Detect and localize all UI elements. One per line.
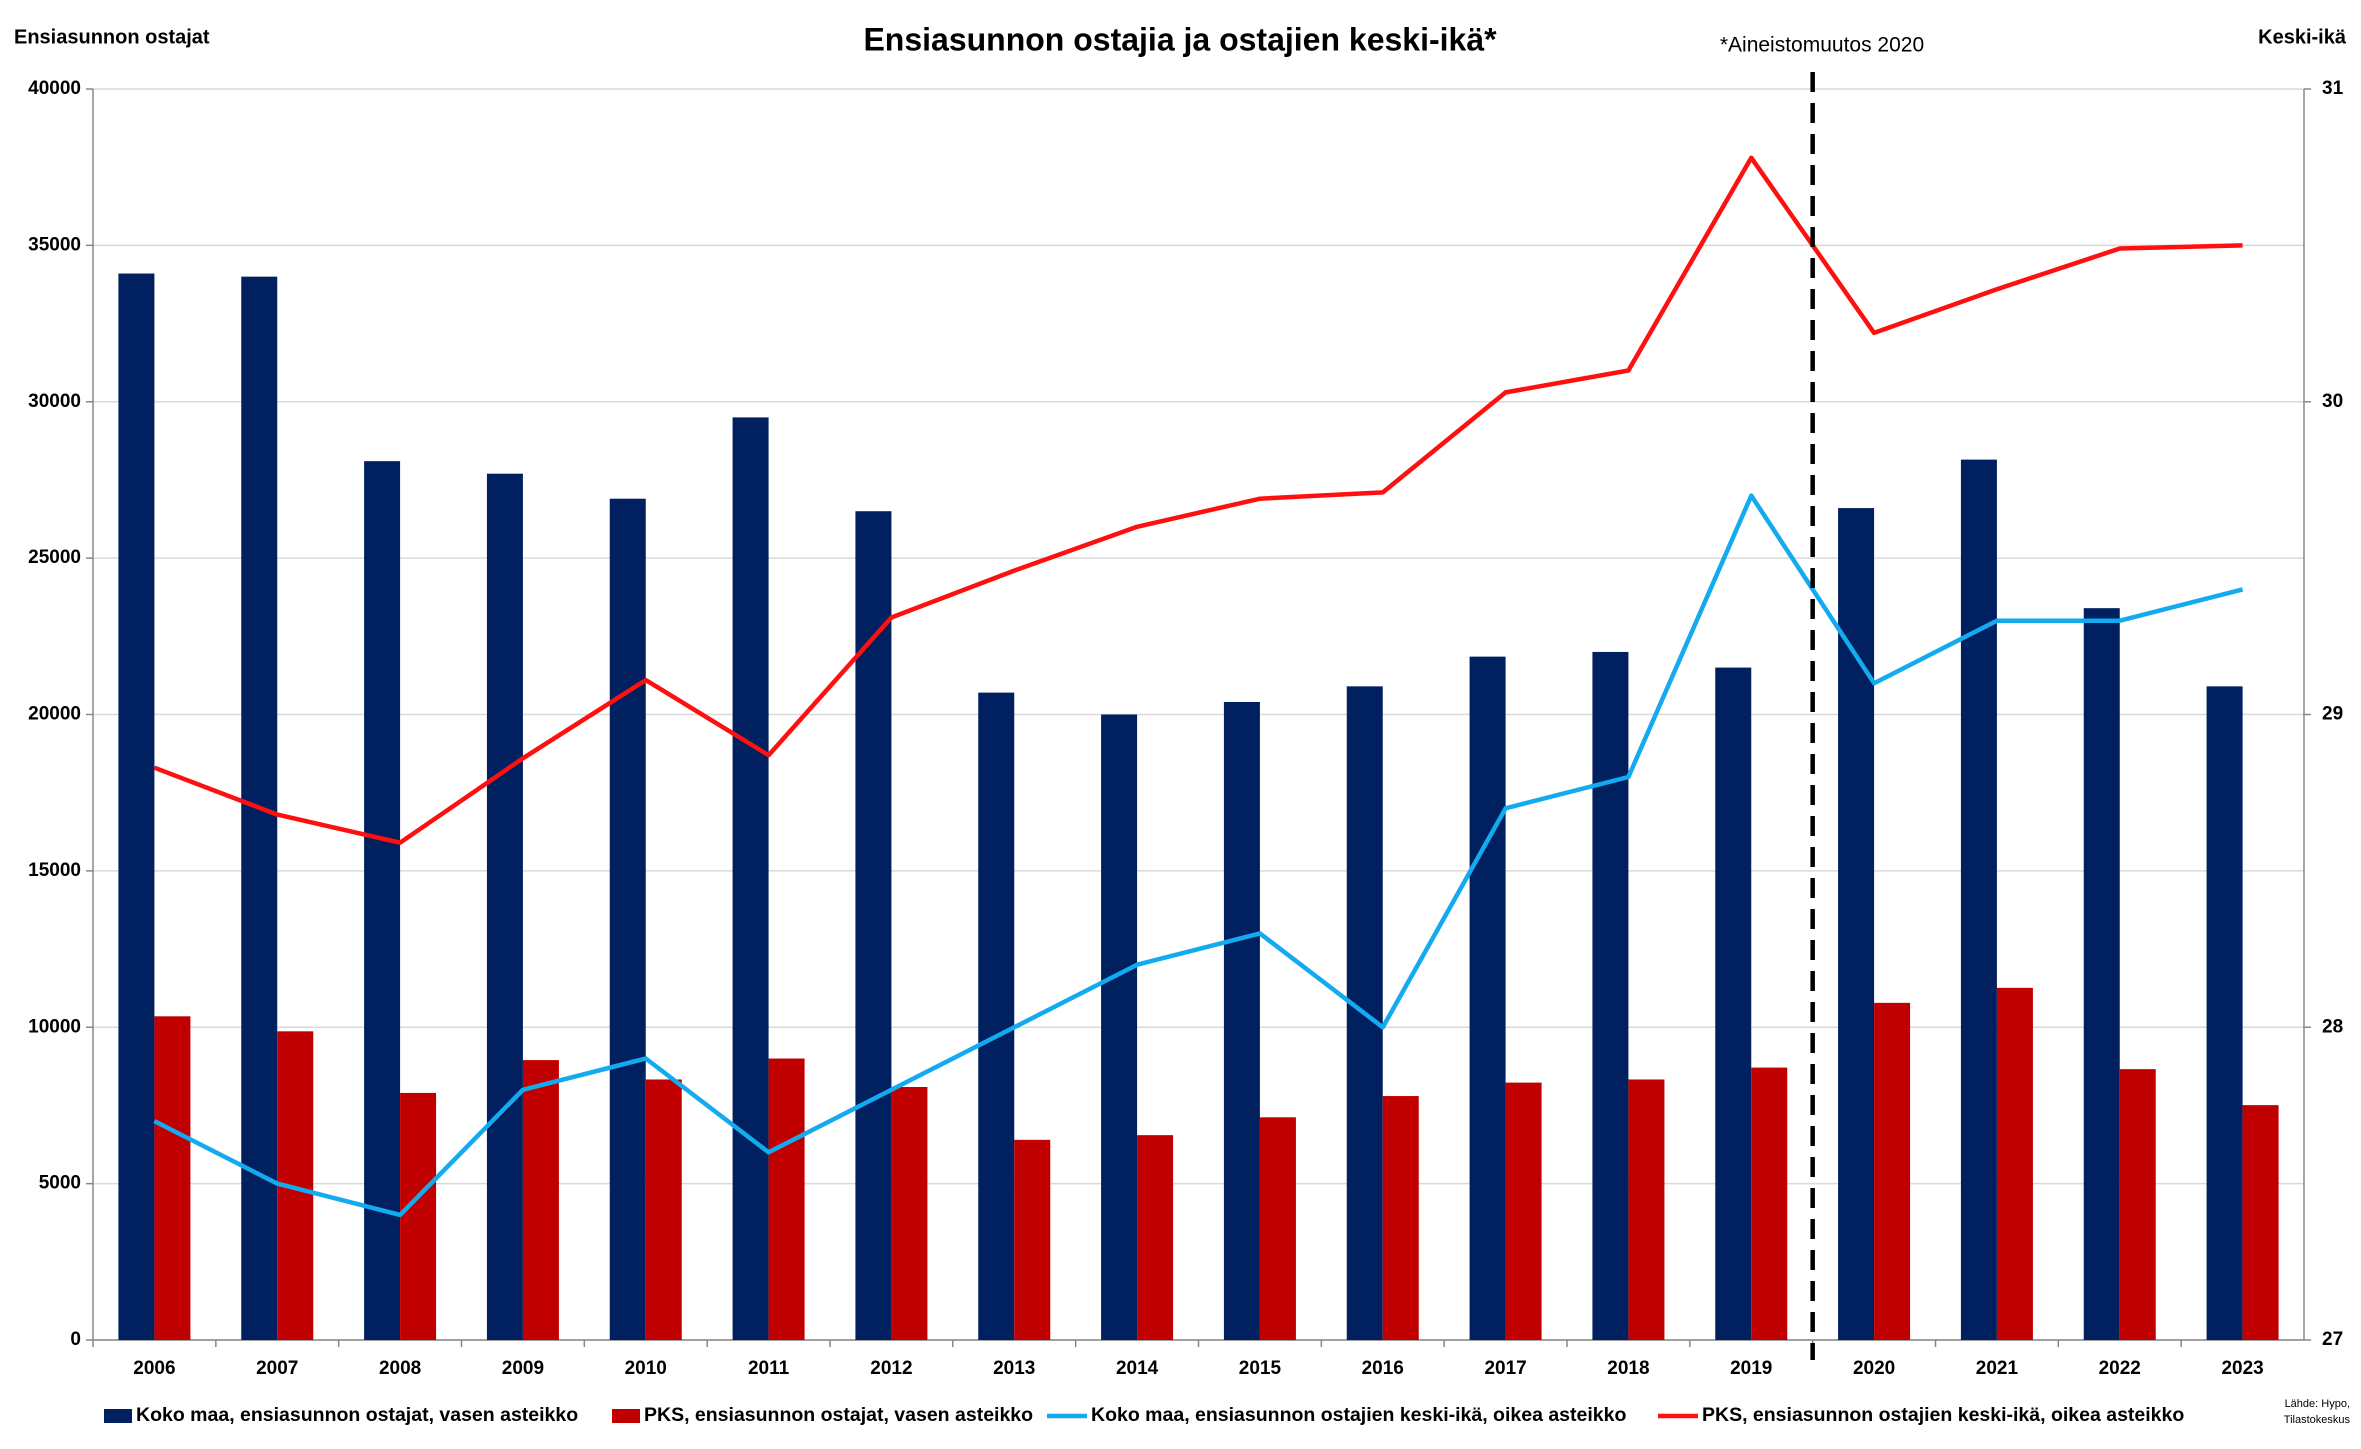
y2-tick-label: 28 [2322,1016,2343,1037]
line [153,155,2243,845]
bar [732,417,769,1340]
y-tick-label: 5000 [39,1173,81,1194]
bar [1137,1135,1174,1340]
x-tick-label: 2018 [1607,1358,1649,1379]
legend-swatch [612,1409,640,1423]
y-tick-label: 10000 [28,1016,81,1037]
bar [1715,667,1752,1340]
bar [1996,987,2033,1340]
legend-label: Koko maa, ensiasunnon ostajat, vasen ast… [136,1404,578,1426]
y-tick-label: 40000 [28,78,81,99]
bar [522,1060,559,1340]
bar [2242,1105,2279,1340]
bar [1259,1117,1296,1340]
legend-label: Koko maa, ensiasunnon ostajien keski-ikä… [1091,1404,1626,1426]
annotation: *Aineistomuutos 2020 [1720,34,1924,57]
y-tick-label: 15000 [28,860,81,881]
x-tick-label: 2013 [993,1358,1035,1379]
bar [486,473,523,1340]
y-tick-label: 30000 [28,391,81,412]
y-tick-label: 35000 [28,234,81,255]
line [153,493,2244,1218]
bar [400,1092,437,1340]
x-tick-label: 2011 [748,1358,790,1379]
x-tick-label: 2021 [1976,1358,2019,1379]
x-tick-label: 2007 [256,1358,298,1379]
y2-tick-label: 29 [2322,704,2343,725]
x-tick-label: 2017 [1484,1358,1526,1379]
y2-axis-title: Keski-ikä [2258,26,2347,48]
bar [1960,459,1997,1340]
bar [1223,701,1260,1340]
bar [1101,714,1138,1340]
x-tick-label: 2012 [870,1358,912,1379]
bar [364,461,401,1340]
bar [118,273,155,1341]
bar [1382,1096,1419,1340]
x-tick-label: 2016 [1362,1358,1404,1379]
source: Tilastokeskus [2284,1414,2351,1426]
y-axis-title: Ensiasunnon ostajat [14,26,210,48]
bar [1505,1082,1542,1340]
bar [1838,508,1875,1341]
bar [1592,651,1629,1340]
y2-tick-label: 31 [2322,78,2344,99]
bar [609,498,646,1340]
bar [768,1058,805,1340]
x-tick-label: 2010 [625,1358,667,1379]
x-tick-label: 2020 [1853,1358,1895,1379]
legend-label: PKS, ensiasunnon ostajien keski-ikä, oik… [1702,1404,2184,1426]
legend-label: PKS, ensiasunnon ostajat, vasen asteikko [644,1404,1033,1426]
x-tick-label: 2019 [1730,1358,1772,1379]
y2-tick-label: 27 [2322,1329,2343,1350]
x-tick-label: 2014 [1116,1358,1159,1379]
bar [645,1079,682,1340]
bar [1628,1079,1665,1340]
x-tick-label: 2022 [2099,1358,2141,1379]
y-tick-label: 0 [70,1329,81,1350]
bar [978,692,1015,1340]
legend-swatch [104,1409,132,1423]
y2-tick-label: 30 [2322,391,2343,412]
bar [2119,1069,2156,1340]
bar [2206,686,2243,1340]
bar [2083,608,2120,1340]
bar [1751,1067,1788,1340]
chart-title: Ensiasunnon ostajia ja ostajien keski-ik… [863,21,1497,57]
bar [154,1016,191,1340]
bar [1874,1002,1911,1340]
y-tick-label: 25000 [28,547,81,568]
y-tick-label: 20000 [28,704,81,725]
x-tick-label: 2023 [2221,1358,2263,1379]
source: Lähde: Hypo, [2285,1398,2350,1410]
x-tick-label: 2009 [502,1358,544,1379]
bar [1014,1139,1051,1340]
x-tick-label: 2006 [133,1358,175,1379]
x-tick-label: 2008 [379,1358,421,1379]
bar [891,1086,928,1340]
bar [1469,656,1506,1340]
x-tick-label: 2015 [1239,1358,1282,1379]
